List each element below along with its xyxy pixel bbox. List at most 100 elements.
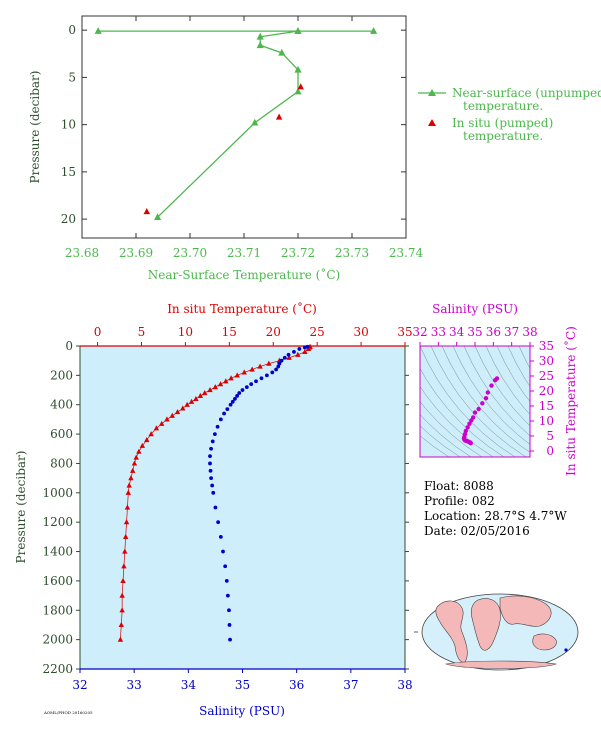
main-y-tick-label: 600 (50, 427, 73, 441)
legend-pumped-marker (428, 119, 436, 126)
salinity-point (221, 549, 225, 554)
pumped-temperature-point (297, 83, 304, 90)
main-y-tick-label: 1000 (42, 486, 73, 500)
salinity-point (228, 402, 233, 407)
ts-y-tick-label: 35 (539, 339, 554, 353)
salinity-point (227, 608, 231, 613)
salinity-point (210, 439, 215, 444)
salinity-point (244, 385, 249, 390)
main-y-tick-label: 800 (50, 456, 73, 470)
temperature-point (118, 621, 124, 628)
salinity-point (259, 376, 264, 381)
salinity-point (254, 379, 258, 384)
temperature-tick-label: 35 (397, 325, 412, 339)
temperature-point (202, 389, 208, 396)
ts-density-contour (420, 346, 516, 457)
ts-point (463, 428, 469, 434)
top-y-tick-label: 0 (68, 23, 76, 37)
salinity-point (297, 347, 302, 351)
temperature-profile-line (120, 346, 311, 640)
near-surface-temperature-chart: 23.68 23.69 23.70 23.71 23.72 23.73 23.74 0 5 10… (28, 15, 601, 282)
top-x-axis-label: Near-Surface Temperature (˚C) (148, 267, 340, 282)
temperature-tick-label: 20 (266, 325, 281, 339)
salinity-point (237, 391, 242, 395)
temperature-tick-label: 15 (222, 325, 237, 339)
salinity-axis-ticks: 32 33 34 35 36 37 38 (72, 669, 413, 692)
ts-point (467, 421, 472, 426)
temperature-tick-label: 0 (94, 325, 102, 339)
temperature-point (131, 460, 138, 466)
map-land-africa-europe (470, 598, 501, 651)
main-y-ticks: 0 200 400 600 800 1000 1200 1400 1600 1800 2000 220… (42, 339, 409, 676)
top-x-tick-label: 23.73 (335, 246, 369, 260)
temperature-point (249, 366, 255, 372)
ts-x-axis-label: Salinity (PSU) (432, 302, 518, 316)
top-x-tick-label: 23.70 (173, 246, 207, 260)
top-plot-frame (81, 15, 407, 239)
ts-y-tick-label: 20 (539, 384, 554, 398)
temperature-point (266, 360, 272, 366)
salinity-point (227, 623, 232, 627)
ts-density-contour (420, 414, 472, 457)
unpumped-temperature-point (251, 118, 259, 126)
temperature-point (212, 384, 218, 390)
salinity-point (292, 349, 296, 354)
salinity-point (210, 483, 215, 488)
pumped-temperature-point (143, 207, 151, 215)
salinity-point (211, 490, 216, 495)
ts-point (483, 396, 489, 401)
top-x-tick-label: 23.69 (119, 246, 153, 260)
temperature-point (234, 372, 240, 378)
salinity-point (215, 424, 220, 429)
top-y-axis-label: Pressure (decibar) (28, 71, 42, 184)
ts-point (489, 383, 494, 388)
main-y-tick-label: 1200 (42, 515, 73, 529)
top-x-ticks: 23.68 23.69 23.70 23.71 23.72 23.73 23.74 (65, 16, 424, 260)
legend-unpumped-marker (428, 89, 436, 96)
temperature-point (286, 354, 292, 360)
salinity-point (222, 411, 226, 416)
salinity-point (230, 399, 235, 404)
temperature-point (217, 381, 224, 387)
top-x-tick-label: 23.72 (281, 246, 315, 260)
main-plot-background (80, 346, 405, 669)
temperature-point (119, 607, 125, 613)
ts-point (492, 378, 498, 383)
ts-density-contour (463, 346, 530, 437)
ts-density-contour (420, 401, 483, 457)
temperature-point (136, 448, 142, 454)
salinity-point (264, 373, 269, 378)
temperature-point (122, 533, 129, 539)
main-y-tick-label: 2000 (42, 633, 73, 647)
salinity-point (225, 407, 230, 412)
ts-y-tick-label: 5 (546, 429, 554, 443)
temperature-point (305, 345, 312, 352)
temperature-point (119, 592, 125, 598)
legend-unpumped-label-1: Near-surface (unpumped) (452, 86, 601, 100)
temperature-point (241, 369, 247, 375)
unpumped-temperature-point (154, 213, 162, 221)
salinity-axis-label: Salinity (PSU) (199, 704, 285, 718)
temperature-point (139, 442, 146, 448)
temperature-point (302, 348, 308, 354)
ts-x-tick-label: 32 (412, 325, 427, 339)
main-y-axis-label: Pressure (decibar) (14, 451, 28, 564)
ts-point (485, 390, 491, 395)
ts-density-contour (420, 367, 505, 457)
unpumped-temperature-point (94, 27, 102, 34)
unpumped-temperature-point (256, 41, 264, 49)
salinity-tick-label: 38 (397, 678, 412, 692)
float-info: Float: 8088 Profile: 082 Location: 28.7°… (424, 479, 567, 538)
ts-density-contour (420, 386, 494, 457)
ts-x-tick-label: 34 (449, 325, 465, 339)
ts-points (461, 376, 500, 446)
salinity-point (212, 432, 217, 436)
salinity-point (277, 361, 282, 366)
ts-y-axis-label: In situ Temperature (˚C) (563, 326, 578, 476)
ts-point (480, 401, 485, 406)
salinity-point (274, 367, 278, 372)
salinity-point (225, 593, 230, 598)
salinity-point (228, 637, 232, 642)
legend-pumped-label-2: temperature. (463, 129, 543, 143)
